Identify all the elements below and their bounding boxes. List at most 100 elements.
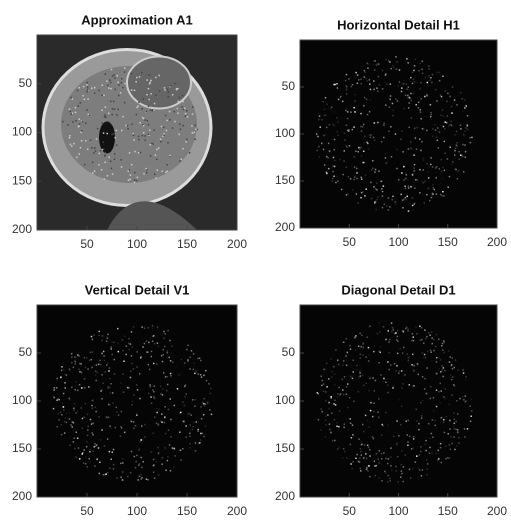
speckle [126, 345, 128, 347]
figure: Approximation A15010015020050100150200Ho… [0, 0, 511, 520]
texture [105, 73, 107, 75]
texture [80, 102, 82, 104]
speckle [428, 188, 430, 190]
speckle [98, 473, 100, 475]
speckle [429, 335, 431, 337]
texture [167, 142, 169, 144]
speckle [174, 448, 176, 450]
speckle [430, 164, 432, 166]
texture [104, 155, 106, 157]
speckle [420, 150, 422, 152]
speckle [426, 95, 428, 97]
speckle [464, 130, 466, 132]
speckle [452, 86, 454, 88]
speckle [366, 382, 368, 384]
speckle [396, 365, 398, 367]
speckle [456, 445, 458, 447]
speckle [136, 384, 138, 386]
y-tick-label: 50 [19, 76, 33, 90]
speckle [387, 330, 389, 332]
speckle [164, 422, 166, 424]
speckle [430, 351, 432, 353]
speckle [418, 70, 420, 72]
speckle [165, 470, 167, 472]
speckle [442, 195, 444, 197]
speckle [382, 88, 384, 90]
texture [131, 123, 133, 125]
speckle [383, 124, 385, 126]
speckle [367, 420, 369, 422]
texture [103, 141, 105, 143]
speckle [360, 470, 362, 472]
texture [172, 127, 174, 128]
texture [84, 164, 86, 166]
speckle [326, 104, 328, 106]
speckle [56, 387, 58, 389]
speckle [359, 333, 361, 335]
speckle [359, 148, 361, 150]
speckle [444, 432, 446, 434]
speckle [378, 398, 380, 400]
speckle [167, 330, 169, 332]
speckle [92, 407, 94, 409]
speckle [419, 138, 421, 140]
speckle [344, 376, 346, 378]
speckle [95, 375, 97, 377]
texture [121, 166, 123, 168]
speckle [148, 327, 150, 329]
speckle [388, 341, 390, 343]
speckle [390, 83, 392, 85]
speckle [144, 424, 146, 426]
speckle [375, 380, 377, 382]
texture [87, 98, 89, 100]
speckle [128, 349, 130, 351]
speckle [422, 158, 424, 160]
speckle [381, 480, 383, 482]
speckle [64, 374, 66, 376]
speckle [447, 115, 449, 117]
texture [121, 82, 123, 84]
texture [185, 113, 187, 115]
speckle [449, 361, 451, 363]
speckle [193, 353, 195, 355]
texture [93, 152, 95, 154]
texture [105, 106, 107, 108]
texture [85, 122, 87, 124]
speckle [133, 428, 135, 430]
speckle [73, 409, 75, 411]
speckle [98, 447, 100, 449]
texture [144, 140, 146, 142]
x-tick-label: 100 [127, 237, 147, 251]
speckle [160, 386, 162, 388]
speckle [356, 193, 358, 195]
speckle [343, 394, 345, 396]
speckle [454, 154, 456, 156]
speckle [436, 389, 438, 391]
speckle [210, 388, 212, 390]
speckle [356, 168, 358, 170]
speckle [452, 368, 454, 370]
speckle [403, 347, 405, 349]
speckle [385, 458, 387, 460]
speckle [326, 127, 328, 129]
speckle [387, 425, 389, 427]
speckle [170, 375, 172, 377]
texture [130, 174, 132, 176]
speckle [387, 463, 389, 465]
speckle [136, 366, 138, 368]
speckle [445, 388, 447, 390]
speckle [344, 139, 346, 141]
speckle [454, 428, 456, 430]
speckle [357, 83, 359, 85]
speckle [334, 166, 336, 168]
speckle [321, 385, 323, 387]
speckle [369, 135, 371, 137]
speckle [464, 107, 466, 109]
speckle [410, 141, 412, 143]
texture [134, 151, 136, 153]
speckle [148, 393, 150, 395]
speckle [95, 380, 97, 382]
speckle [397, 456, 399, 458]
texture [81, 130, 83, 132]
texture [126, 84, 128, 86]
